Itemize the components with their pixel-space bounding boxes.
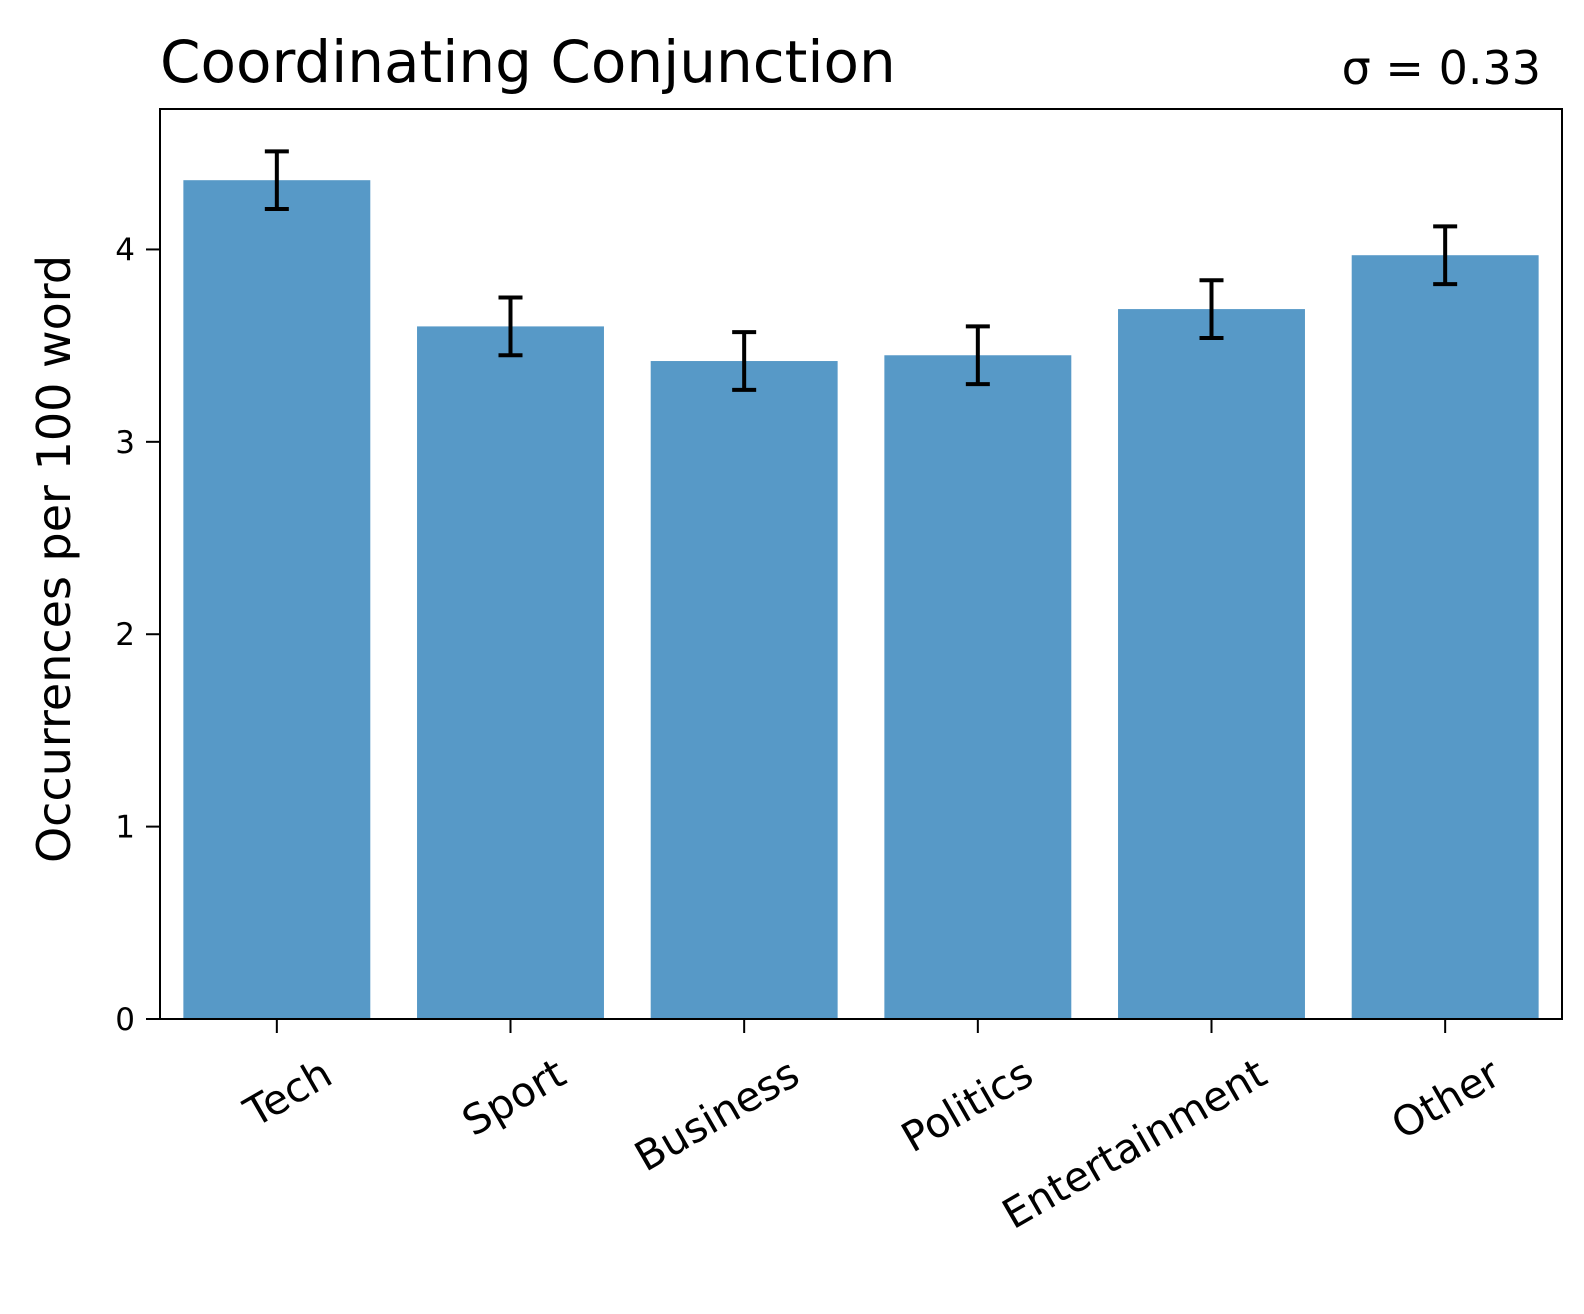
x-tick-label-tech: Tech: [235, 1049, 339, 1137]
chart-title: Coordinating Conjunction: [160, 28, 896, 96]
bar-other: [1351, 255, 1539, 1019]
y-axis-label: Occurrences per 100 word: [27, 255, 81, 863]
x-tick-label-business: Business: [627, 1049, 808, 1181]
bars-group: [183, 180, 1539, 1020]
bar-sport: [417, 326, 604, 1020]
x-tick-label-sport: Sport: [454, 1049, 573, 1146]
x-tick-label-entertainment: Entertainment: [994, 1049, 1274, 1238]
bar-business: [650, 361, 838, 1019]
y-tick-label-0: 0: [115, 1002, 135, 1038]
x-tick-label-other: Other: [1383, 1049, 1508, 1149]
y-axis: 0 1 2 3 4: [115, 232, 160, 1038]
bar-tech: [183, 180, 371, 1019]
bar-politics: [884, 355, 1072, 1019]
sigma-annotation: σ = 0.33: [1342, 41, 1541, 95]
y-tick-label-3: 3: [115, 425, 135, 461]
error-bars-group: [264, 149, 1458, 392]
bar-entertainment: [1118, 309, 1305, 1019]
y-tick-label-4: 4: [115, 232, 135, 268]
x-tick-label-politics: Politics: [893, 1049, 1040, 1162]
plot-frame: [159, 108, 1563, 1020]
y-tick-label-2: 2: [115, 617, 135, 653]
y-tick-label-1: 1: [115, 810, 135, 846]
